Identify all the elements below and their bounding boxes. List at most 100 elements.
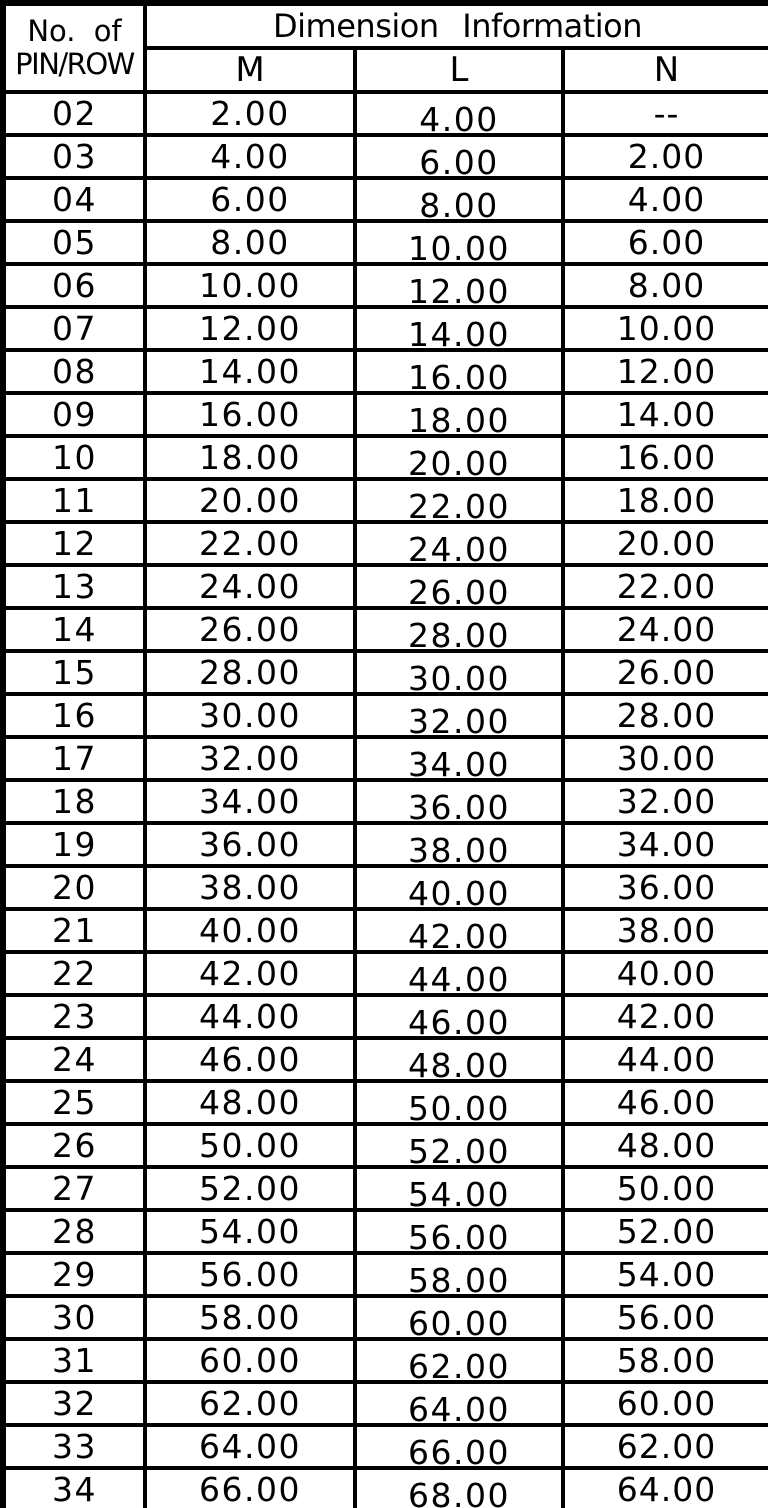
table-row: 07 12.00 14.00 10.00: [1, 305, 768, 352]
cell-pin-row-count: 23: [1, 993, 147, 1040]
table-row: 28 54.00 56.00 52.00: [1, 1208, 768, 1255]
cell-dimension-n: 14.00: [560, 391, 768, 438]
cell-dimension-n: 62.00: [560, 1423, 768, 1470]
cell-dimension-n: 54.00: [560, 1251, 768, 1298]
cell-pin-row-count: 07: [1, 305, 147, 352]
cell-dimension-m: 46.00: [143, 1036, 357, 1083]
cell-pin-row-count: 09: [1, 391, 147, 438]
cell-dimension-l-text: 52.00: [408, 1132, 510, 1167]
cell-dimension-n: 64.00: [560, 1466, 768, 1508]
cell-dimension-n: 28.00: [560, 692, 768, 739]
cell-pin-row-count: 03: [1, 133, 147, 180]
cell-dimension-l-text: 68.00: [408, 1476, 510, 1508]
cell-dimension-n: 20.00: [560, 520, 768, 567]
cell-dimension-l-text: 56.00: [408, 1218, 510, 1253]
cell-dimension-m: 38.00: [143, 864, 357, 911]
cell-dimension-n: 40.00: [560, 950, 768, 997]
cell-dimension-n: 44.00: [560, 1036, 768, 1083]
table-row: 03 4.00 6.00 2.00: [1, 133, 768, 180]
cell-pin-row-count: 15: [1, 649, 147, 696]
cell-pin-row-count: 30: [1, 1294, 147, 1341]
cell-dimension-l-text: 6.00: [419, 143, 499, 178]
cell-dimension-n: 4.00: [560, 176, 768, 223]
cell-dimension-l-text: 18.00: [408, 401, 510, 436]
cell-dimension-m: 60.00: [143, 1337, 357, 1384]
cell-pin-row-count: 29: [1, 1251, 147, 1298]
cell-pin-row-count: 12: [1, 520, 147, 567]
cell-dimension-l-text: 30.00: [408, 659, 510, 694]
cell-dimension-l-text: 20.00: [408, 444, 510, 479]
cell-dimension-m: 30.00: [143, 692, 357, 739]
table-body: 02 2.00 4.00 -- 03 4.00 6.00 2.00 04 6.0…: [1, 90, 768, 1508]
table-header: No. of PIN/ROW Dimension Information M L…: [1, 1, 768, 94]
cell-dimension-l-text: 46.00: [408, 1003, 510, 1038]
cell-dimension-m: 66.00: [143, 1466, 357, 1508]
cell-dimension-l: 52.00: [353, 1122, 565, 1169]
table-row: 09 16.00 18.00 14.00: [1, 391, 768, 438]
cell-dimension-l-text: 22.00: [408, 487, 510, 522]
table-row: 15 28.00 30.00 26.00: [1, 649, 768, 696]
cell-dimension-m: 12.00: [143, 305, 357, 352]
cell-dimension-n: 46.00: [560, 1079, 768, 1126]
cell-dimension-m: 56.00: [143, 1251, 357, 1298]
cell-dimension-l: 12.00: [353, 262, 565, 309]
cell-dimension-m: 28.00: [143, 649, 357, 696]
cell-dimension-l-text: 40.00: [408, 874, 510, 909]
table-row: 29 56.00 58.00 54.00: [1, 1251, 768, 1298]
column-header-l: L: [353, 46, 565, 94]
cell-dimension-l: 30.00: [353, 649, 565, 696]
cell-pin-row-count: 04: [1, 176, 147, 223]
cell-dimension-l: 54.00: [353, 1165, 565, 1212]
cell-dimension-m: 6.00: [143, 176, 357, 223]
cell-dimension-l: 38.00: [353, 821, 565, 868]
cell-dimension-l: 44.00: [353, 950, 565, 997]
cell-dimension-l: 32.00: [353, 692, 565, 739]
pin-header-line2: PIN/ROW: [15, 47, 135, 81]
cell-pin-row-count: 06: [1, 262, 147, 309]
cell-pin-row-count: 25: [1, 1079, 147, 1126]
cell-pin-row-count: 17: [1, 735, 147, 782]
cell-pin-row-count: 22: [1, 950, 147, 997]
cell-dimension-l-text: 64.00: [408, 1390, 510, 1425]
column-header-m: M: [143, 46, 357, 94]
cell-dimension-l: 16.00: [353, 348, 565, 395]
cell-dimension-m: 8.00: [143, 219, 357, 266]
table-row: 18 34.00 36.00 32.00: [1, 778, 768, 825]
table-row: 06 10.00 12.00 8.00: [1, 262, 768, 309]
cell-dimension-n: 34.00: [560, 821, 768, 868]
cell-dimension-l: 46.00: [353, 993, 565, 1040]
cell-dimension-l-text: 28.00: [408, 616, 510, 651]
cell-pin-row-count: 16: [1, 692, 147, 739]
cell-dimension-m: 48.00: [143, 1079, 357, 1126]
cell-dimension-n: 36.00: [560, 864, 768, 911]
cell-dimension-n: 56.00: [560, 1294, 768, 1341]
cell-dimension-l-text: 62.00: [408, 1347, 510, 1382]
cell-dimension-l-text: 16.00: [408, 358, 510, 393]
cell-pin-row-count: 19: [1, 821, 147, 868]
cell-dimension-l-text: 66.00: [408, 1433, 510, 1468]
table-row: 30 58.00 60.00 56.00: [1, 1294, 768, 1341]
cell-dimension-l: 6.00: [353, 133, 565, 180]
cell-pin-row-count: 13: [1, 563, 147, 610]
cell-dimension-l: 28.00: [353, 606, 565, 653]
cell-dimension-l-text: 8.00: [419, 186, 499, 221]
cell-dimension-m: 54.00: [143, 1208, 357, 1255]
cell-dimension-m: 50.00: [143, 1122, 357, 1169]
cell-dimension-n: 8.00: [560, 262, 768, 309]
cell-dimension-m: 40.00: [143, 907, 357, 954]
cell-dimension-l: 58.00: [353, 1251, 565, 1298]
pin-header-line1: No. of: [27, 13, 122, 48]
cell-dimension-m: 34.00: [143, 778, 357, 825]
table-row: 31 60.00 62.00 58.00: [1, 1337, 768, 1384]
table-row: 22 42.00 44.00 40.00: [1, 950, 768, 997]
cell-dimension-n: 58.00: [560, 1337, 768, 1384]
cell-dimension-m: 14.00: [143, 348, 357, 395]
table-row: 16 30.00 32.00 28.00: [1, 692, 768, 739]
cell-dimension-n: 18.00: [560, 477, 768, 524]
cell-dimension-l: 68.00: [353, 1466, 565, 1508]
cell-dimension-l-text: 12.00: [408, 272, 510, 307]
cell-dimension-m: 10.00: [143, 262, 357, 309]
cell-dimension-m: 24.00: [143, 563, 357, 610]
header-row-columns: M L N: [3, 46, 768, 94]
